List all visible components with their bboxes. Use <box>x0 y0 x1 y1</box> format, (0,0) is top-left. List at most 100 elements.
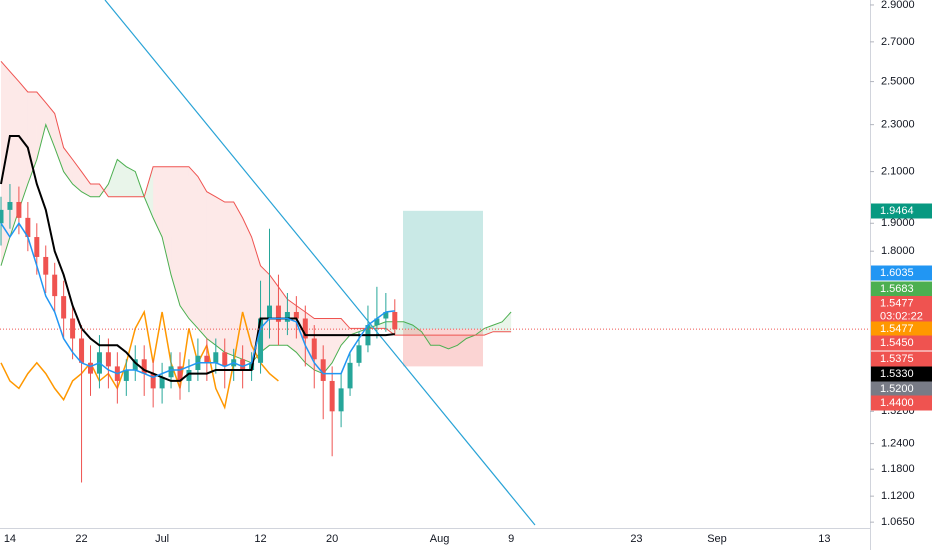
candle-body <box>284 312 290 322</box>
cloud-fill <box>36 92 46 160</box>
y-tick-label: 1.8000 <box>881 245 915 257</box>
candle-body <box>186 369 192 381</box>
cloud-fill <box>457 335 467 346</box>
price-badge-label: 1.5450 <box>880 337 914 349</box>
y-tick-label: 1.9000 <box>881 217 915 229</box>
x-tick-label: 9 <box>508 533 514 545</box>
candle-body <box>177 366 183 381</box>
candle-body <box>141 359 147 374</box>
cloud-fill <box>117 159 127 197</box>
candle-body <box>374 318 380 326</box>
cloud-fill <box>439 335 449 349</box>
x-tick-label: Jul <box>155 533 169 545</box>
candle-body <box>132 359 138 370</box>
y-tick-label: 1.1800 <box>881 463 915 475</box>
cloud-fill <box>269 274 279 346</box>
cloud-fill <box>448 335 458 349</box>
cloud-fill <box>18 81 28 210</box>
x-tick-label: 20 <box>326 533 338 545</box>
cloud-fill <box>224 201 234 356</box>
cloud-fill <box>430 335 440 346</box>
candle-body <box>123 369 129 381</box>
cloud-fill <box>162 166 172 275</box>
y-tick-label: 2.3000 <box>881 119 915 131</box>
candle-body <box>293 312 299 319</box>
price-badge <box>871 265 932 281</box>
cloud-fill <box>81 171 91 197</box>
price-badge-label: 1.5477 <box>880 323 914 335</box>
cloud-fill <box>215 196 225 353</box>
cloud-fill <box>403 321 413 336</box>
candle-body <box>392 312 398 330</box>
cloud-fill <box>242 217 252 363</box>
price-badge <box>871 203 932 219</box>
price-badge <box>871 281 932 297</box>
candle-body <box>329 380 335 412</box>
candle-body <box>0 209 4 224</box>
x-tick-label: 14 <box>4 533 16 545</box>
candle-body <box>347 362 353 389</box>
cloud-fill <box>350 328 359 336</box>
cloud-fill <box>90 184 100 197</box>
y-tick-label: 1.0650 <box>881 516 915 528</box>
y-tick-label: 2.9000 <box>881 0 915 11</box>
cloud-fill <box>376 321 386 329</box>
candle-body <box>25 217 31 238</box>
cloud-fill <box>278 286 288 346</box>
price-badge <box>871 351 932 367</box>
candle-body <box>258 318 264 363</box>
cloud-fill <box>287 299 297 353</box>
price-badge-label: 1.5477 <box>880 297 914 309</box>
price-badge-label: 1.4400 <box>880 397 914 409</box>
axes: 2.9000 2.7000 2.5000 2.3000 2.1000 1.9000 1.80… <box>4 0 932 545</box>
price-badge-label: 1.5200 <box>880 383 914 395</box>
candle-body <box>240 359 246 370</box>
cloud-fill <box>206 191 216 346</box>
price-badge-label: 1.6035 <box>880 267 914 279</box>
cloud-fill <box>180 166 189 319</box>
candle-body <box>204 355 210 363</box>
candle-body <box>168 366 174 378</box>
position-target <box>403 210 483 330</box>
candle-body <box>311 338 317 360</box>
price-badge-label: 1.5330 <box>880 368 914 380</box>
countdown-label: 03:02:22 <box>880 310 923 322</box>
x-tick-label: Aug <box>430 533 450 545</box>
candle-body <box>275 305 281 322</box>
x-tick-label: Sep <box>707 533 727 545</box>
candle-body <box>383 312 389 319</box>
y-tick-label: 2.1000 <box>881 166 915 178</box>
indicator-line <box>0 60 512 336</box>
cloud-fill <box>72 159 82 192</box>
cloud-fill <box>108 159 118 197</box>
trend-line <box>104 0 536 526</box>
y-tick-label: 1.2400 <box>881 438 915 450</box>
plot-area <box>0 60 512 483</box>
indicator-line <box>0 221 395 379</box>
indicator-line <box>0 122 512 375</box>
candle-body <box>213 352 219 363</box>
indicator-line <box>0 135 395 382</box>
candle-body <box>159 377 165 389</box>
candle-body <box>16 201 22 218</box>
cloud-fill <box>54 113 64 172</box>
cloud-fill <box>197 176 207 339</box>
y-tick-label: 2.5000 <box>881 75 915 87</box>
candle-body <box>320 359 326 381</box>
cloud-fill <box>153 166 163 238</box>
candle-body <box>222 352 228 367</box>
y-tick-label: 1.1200 <box>881 490 915 502</box>
cloud-fill <box>144 166 154 218</box>
cloud-fill <box>341 318 351 346</box>
cloud-fill <box>126 166 136 197</box>
cloud-fill <box>188 166 198 329</box>
price-badge <box>871 395 932 411</box>
candle-body <box>356 345 362 363</box>
cloud-fill <box>412 325 422 336</box>
cloud-fill <box>27 92 37 185</box>
price-badge <box>871 321 932 337</box>
price-badge-label: 1.5375 <box>880 353 914 365</box>
price-badge <box>871 366 932 382</box>
candle-body <box>70 318 76 339</box>
